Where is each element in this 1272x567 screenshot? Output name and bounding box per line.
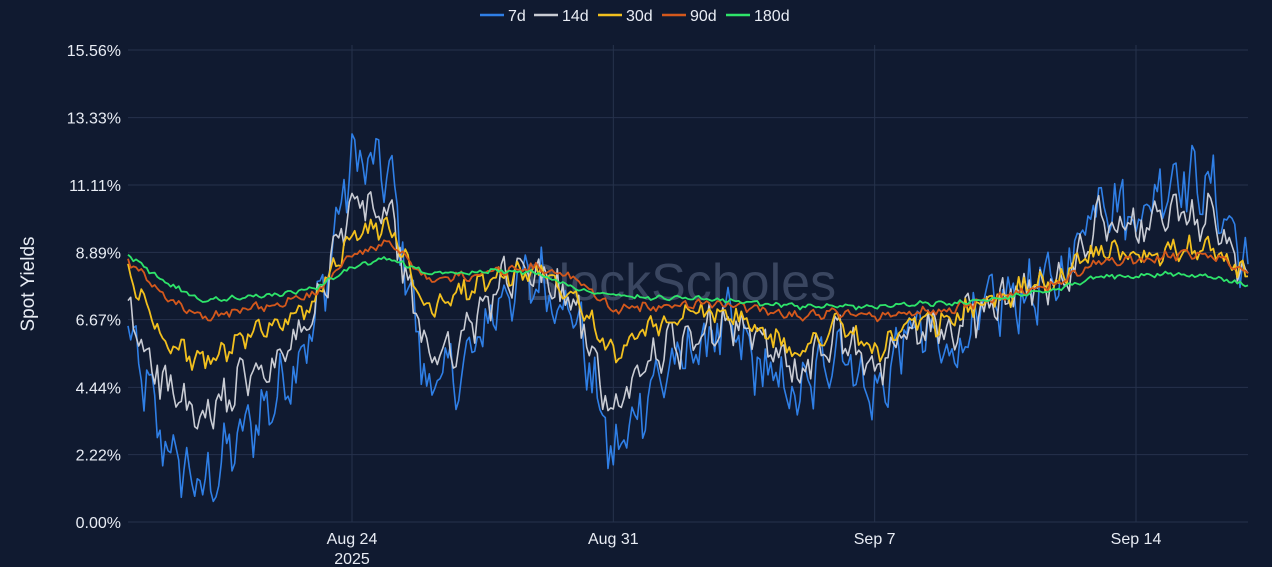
y-tick-label: 2.22% bbox=[76, 448, 121, 465]
y-tick-label: 11.11% bbox=[69, 178, 121, 195]
y-tick-label: 8.89% bbox=[76, 245, 121, 262]
legend-label: 7d bbox=[508, 8, 526, 25]
legend-label: 90d bbox=[690, 8, 717, 25]
y-tick-label: 0.00% bbox=[76, 515, 121, 532]
series-line-14d bbox=[127, 191, 1249, 430]
y-axis-ticks: 0.00% 2.22% 4.44% 6.67% 8.89% 11.11% 13.33% 15.… bbox=[67, 43, 121, 532]
x-tick-label: Sep 7 bbox=[854, 531, 896, 548]
x-tick-sublabel: 2025 bbox=[334, 551, 370, 567]
series-line-7d bbox=[127, 133, 1249, 503]
y-tick-label: 4.44% bbox=[76, 380, 121, 397]
series-line-90d bbox=[127, 239, 1249, 323]
legend-label: 30d bbox=[626, 8, 653, 25]
legend-item-30d[interactable]: 30d bbox=[598, 8, 653, 25]
y-tick-label: 13.33% bbox=[67, 111, 121, 128]
x-tick-label: Aug 31 bbox=[588, 531, 639, 548]
series-line-30d bbox=[127, 216, 1249, 371]
legend-item-180d[interactable]: 180d bbox=[726, 8, 790, 25]
legend-label: 180d bbox=[754, 8, 790, 25]
series-line-180d bbox=[127, 254, 1249, 311]
x-tick-label: Sep 14 bbox=[1111, 531, 1162, 548]
x-tick-label: Aug 24 bbox=[327, 531, 378, 548]
y-axis-label: Spot Yields bbox=[18, 236, 39, 331]
legend-item-90d[interactable]: 90d bbox=[662, 8, 717, 25]
legend-item-7d[interactable]: 7d bbox=[480, 8, 526, 25]
legend[interactable]: 7d 14d 30d 90d 180d bbox=[480, 8, 790, 25]
y-tick-label: 15.56% bbox=[67, 43, 121, 60]
series-lines bbox=[127, 133, 1249, 503]
legend-item-14d[interactable]: 14d bbox=[534, 8, 589, 25]
x-axis-ticks: Aug 24 2025 Aug 31 Sep 7 Sep 14 bbox=[327, 531, 1162, 567]
legend-label: 14d bbox=[562, 8, 589, 25]
y-tick-label: 6.67% bbox=[76, 313, 121, 330]
